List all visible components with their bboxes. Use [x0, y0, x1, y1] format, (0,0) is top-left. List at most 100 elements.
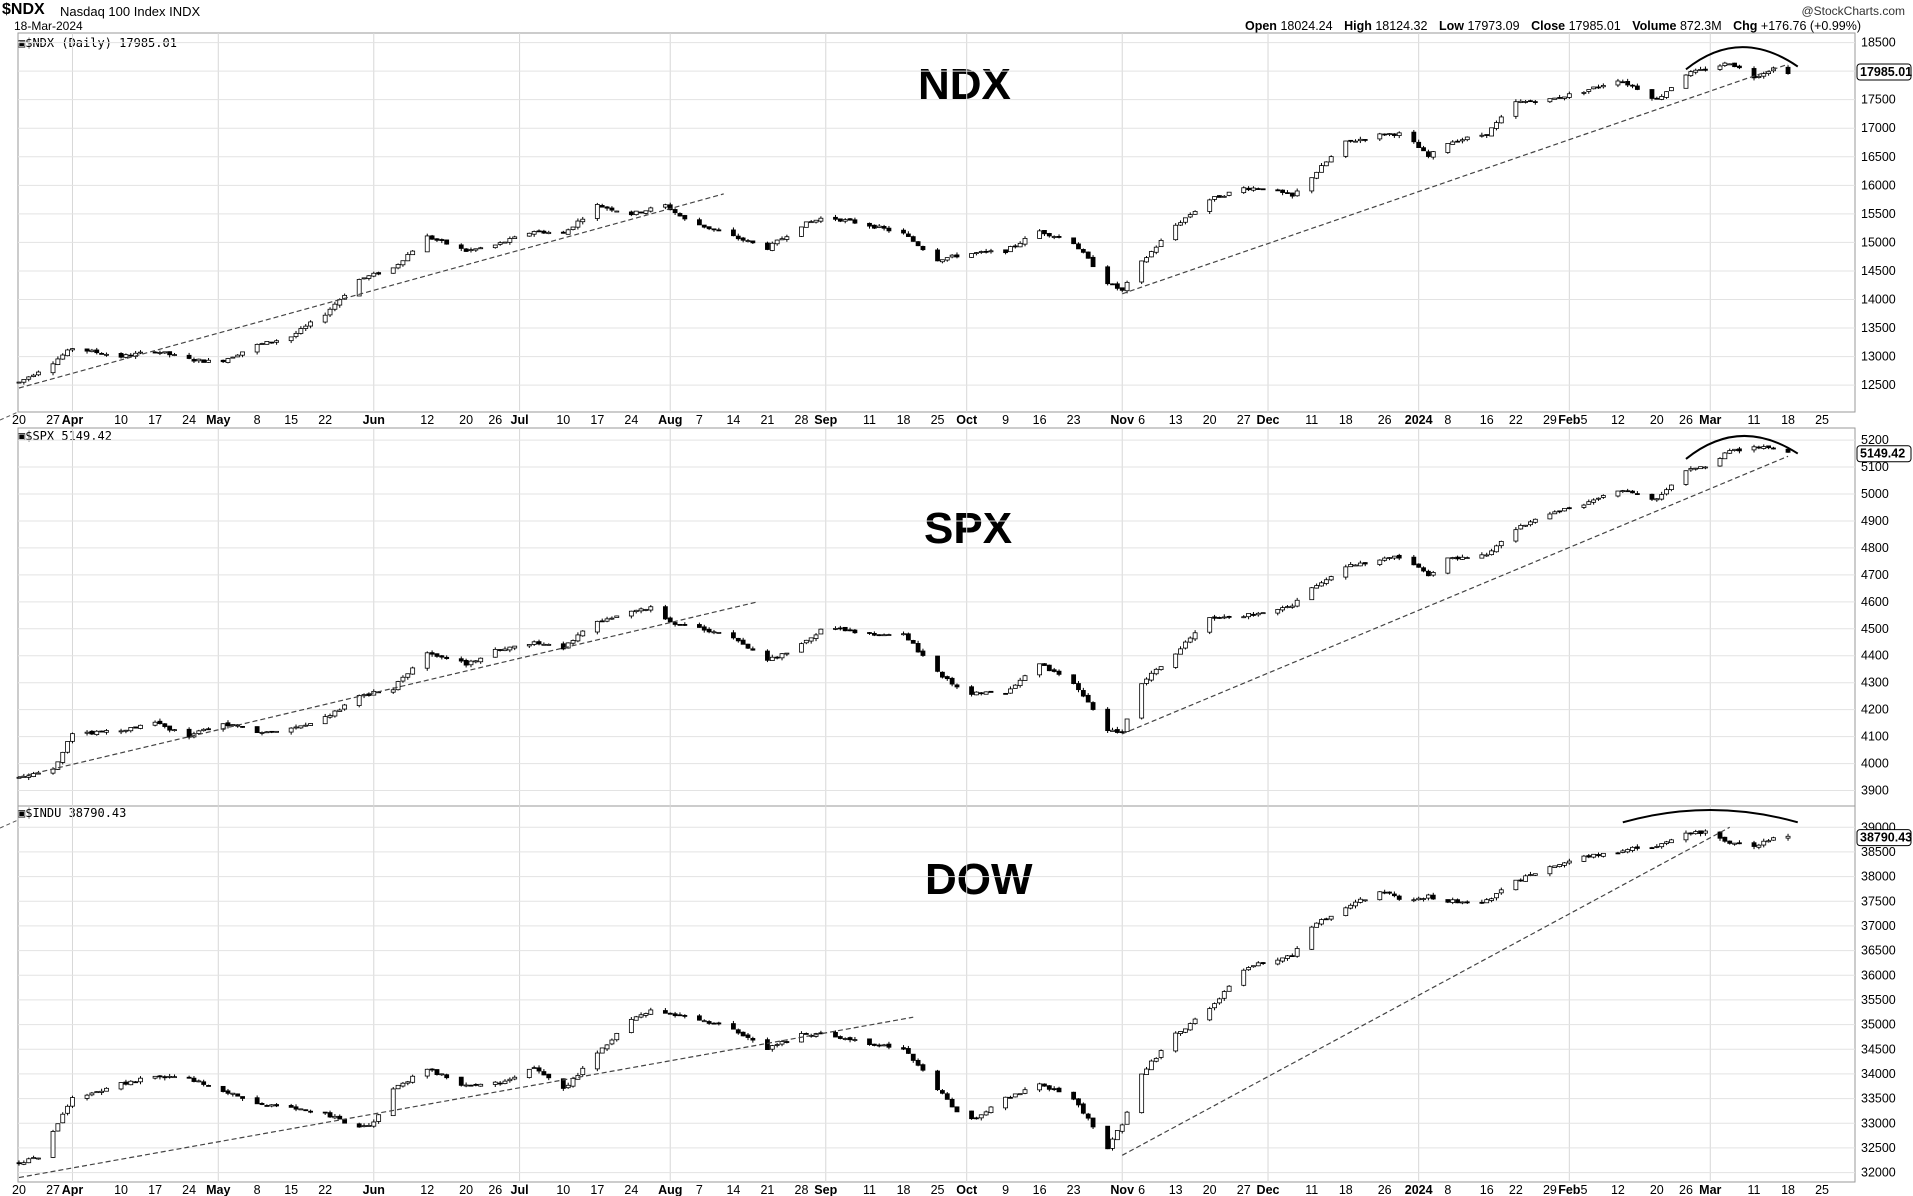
candle-body: [1416, 141, 1422, 148]
candle-body: [1722, 452, 1728, 460]
candle-body: [152, 351, 158, 354]
candle-body: [31, 1157, 36, 1160]
candle-body: [983, 1111, 989, 1116]
candle-body: [1683, 74, 1689, 89]
candle-body: [1591, 86, 1597, 90]
candle-body: [1523, 875, 1528, 882]
candle-body: [186, 728, 192, 738]
candle-body: [1012, 684, 1018, 689]
y-tick-label: 14500: [1861, 264, 1896, 278]
x-tick-label: 5: [1580, 413, 1587, 427]
candle-body: [240, 726, 245, 728]
x-tick-label: 12: [1611, 413, 1625, 427]
x-tick-label: Sep: [814, 413, 837, 427]
candle-body: [954, 254, 960, 258]
candle-body: [322, 314, 328, 323]
candle-body: [628, 610, 634, 617]
candle-body: [808, 221, 814, 224]
candle-body: [1489, 898, 1494, 901]
candle-body: [1532, 518, 1538, 523]
candle-body: [1698, 69, 1703, 71]
candle-body: [308, 1110, 314, 1113]
candle-body: [1566, 860, 1572, 864]
candle-body: [1017, 1093, 1023, 1096]
panel-ndx: 12500 13000 13500 14000 14500 15000 15500 16000…: [16, 36, 1912, 392]
candle-body: [274, 730, 279, 733]
candle-body: [969, 253, 974, 258]
candle-body: [1581, 504, 1587, 508]
x-tick-label: 10: [114, 413, 128, 427]
candle-body: [1119, 287, 1125, 291]
x-tick-label: 8: [1444, 413, 1451, 427]
spx-big-label: SPX: [924, 504, 1013, 553]
candle-body: [697, 1015, 702, 1021]
x-tick-label: 9: [1002, 1183, 1009, 1196]
candle-body: [1600, 852, 1606, 857]
candle-body: [298, 725, 304, 729]
candle-body: [1217, 617, 1222, 619]
candle-body: [327, 1112, 333, 1118]
candle-body: [1251, 613, 1256, 616]
candle-body: [288, 727, 294, 733]
candle-body: [1314, 922, 1320, 928]
candle-body: [731, 1023, 736, 1030]
candle-body: [429, 1068, 435, 1071]
candle-body: [1217, 998, 1222, 1004]
candle-body: [1596, 86, 1601, 89]
x-tick-label: 10: [556, 413, 570, 427]
candle-body: [1260, 962, 1266, 964]
x-tick-label: Apr: [62, 413, 84, 427]
candle-body: [1586, 501, 1592, 505]
candle-body: [886, 227, 892, 232]
candle-body: [1037, 1083, 1042, 1091]
candle-body: [1012, 245, 1018, 248]
candle-body: [478, 657, 484, 663]
candle-body: [400, 676, 406, 682]
candle-body: [1139, 260, 1145, 283]
candle-body: [1382, 557, 1388, 561]
last-value-box: [1856, 445, 1912, 463]
candle-body: [50, 1131, 56, 1158]
candle-body: [1022, 675, 1028, 681]
candle-body: [172, 354, 177, 356]
candle-body: [478, 1083, 484, 1087]
candle-body: [16, 776, 22, 779]
candle-body: [492, 649, 498, 658]
candle-body: [70, 733, 75, 742]
candle-body: [813, 219, 819, 223]
candle-body: [1654, 846, 1660, 848]
candle-body: [1523, 101, 1528, 103]
candle-body: [1751, 842, 1757, 847]
candle-body: [662, 1010, 668, 1014]
candle-body: [497, 1082, 503, 1085]
candle-body: [920, 1064, 926, 1071]
candle-body: [1688, 832, 1694, 835]
candle-body: [410, 667, 416, 675]
candle-body: [1212, 616, 1217, 619]
candle-body: [1498, 889, 1504, 894]
x-tick-label: 21: [760, 413, 774, 427]
candle-body: [1547, 98, 1553, 103]
candle-body: [390, 1088, 396, 1117]
x-tick-label: 27: [1237, 1183, 1251, 1196]
candle-body: [1688, 468, 1694, 471]
panel-legend-spx: ▣$SPX 5149.42: [18, 429, 112, 443]
candle-body: [818, 217, 824, 222]
candle-body: [745, 1034, 751, 1038]
candle-body: [434, 1069, 440, 1075]
x-tick-label: 12: [420, 413, 434, 427]
candle-body: [628, 211, 634, 216]
candle-body: [1484, 134, 1490, 136]
close-value: 17985.01: [1568, 19, 1621, 33]
candle-body: [1217, 195, 1222, 198]
candle-body: [711, 1022, 717, 1025]
candle-body: [1761, 840, 1767, 846]
candle-body: [1246, 967, 1251, 971]
candle-body: [594, 1052, 600, 1070]
trendline: [18, 1016, 914, 1179]
candle-body: [293, 1106, 299, 1110]
low-label: Low: [1438, 19, 1464, 33]
candle-body: [1105, 708, 1111, 732]
candle-body: [1003, 249, 1008, 254]
